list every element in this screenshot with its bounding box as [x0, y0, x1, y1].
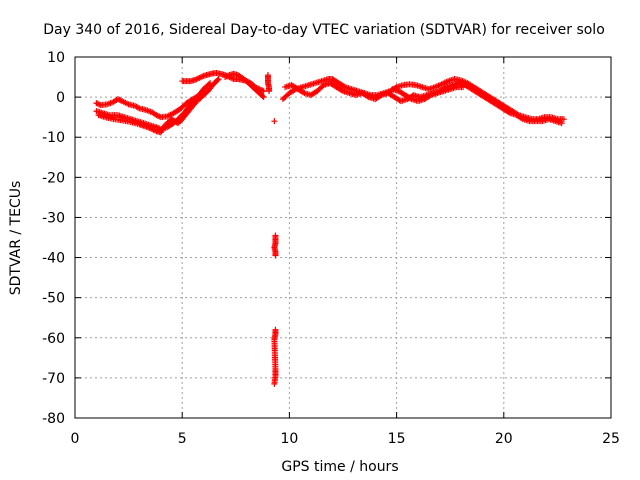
y-tick-label: -20 — [42, 170, 65, 186]
data-point — [266, 88, 273, 95]
series-cluster-9.0h — [264, 72, 273, 95]
x-tick-label: 15 — [388, 431, 406, 447]
data-point — [558, 120, 565, 127]
data-point — [505, 109, 512, 116]
data-point — [338, 87, 345, 94]
x-tick-label: 5 — [178, 431, 187, 447]
y-tick-label: -80 — [42, 411, 65, 427]
y-tick-label: 10 — [47, 50, 65, 66]
data-point — [364, 93, 371, 100]
data-point — [272, 252, 279, 259]
data-point — [260, 88, 267, 95]
y-tick-label: -30 — [42, 210, 65, 226]
x-tick-label: 0 — [71, 431, 80, 447]
plot-frame — [74, 56, 612, 419]
data-point — [271, 380, 278, 387]
y-axis-label: SDTVAR / TECUs — [8, 181, 24, 296]
data-point — [94, 100, 101, 107]
x-tick-label: 25 — [602, 431, 620, 447]
y-tick-label: -10 — [42, 130, 65, 146]
data-point — [377, 92, 384, 99]
data-point — [259, 93, 266, 100]
data-point — [407, 95, 414, 102]
chart-title: Day 340 of 2016, Sidereal Day-to-day VTE… — [43, 22, 605, 38]
data-point — [460, 84, 467, 91]
data-point — [560, 116, 567, 123]
data-point — [214, 77, 221, 84]
data-point — [300, 89, 307, 96]
y-tick-label: -50 — [42, 291, 65, 307]
y-tick-label: 0 — [56, 90, 65, 106]
series-track-g — [282, 80, 565, 127]
data-point — [271, 118, 278, 125]
y-tick-label: -60 — [42, 331, 65, 347]
series-outliers-9.3h — [271, 118, 279, 387]
y-tick-label: -70 — [42, 371, 65, 387]
data-points — [93, 70, 567, 387]
x-tick-label: 10 — [280, 431, 298, 447]
data-point — [518, 115, 525, 122]
data-point — [260, 94, 267, 101]
axis-ticks: 0 5 10 15 20 25 10 0 -10 -20 -30 -40 -50 -60 -70 -80 — [42, 50, 620, 447]
x-axis-label: GPS time / hours — [281, 459, 398, 475]
data-point — [215, 76, 222, 83]
y-tick-label: -40 — [42, 251, 65, 267]
series-track-h — [389, 84, 467, 105]
data-point — [340, 83, 347, 90]
grid-lines — [75, 57, 611, 418]
x-tick-label: 20 — [495, 431, 513, 447]
data-point — [426, 92, 433, 99]
series-track-e — [222, 70, 267, 95]
series-track-c — [95, 76, 222, 136]
